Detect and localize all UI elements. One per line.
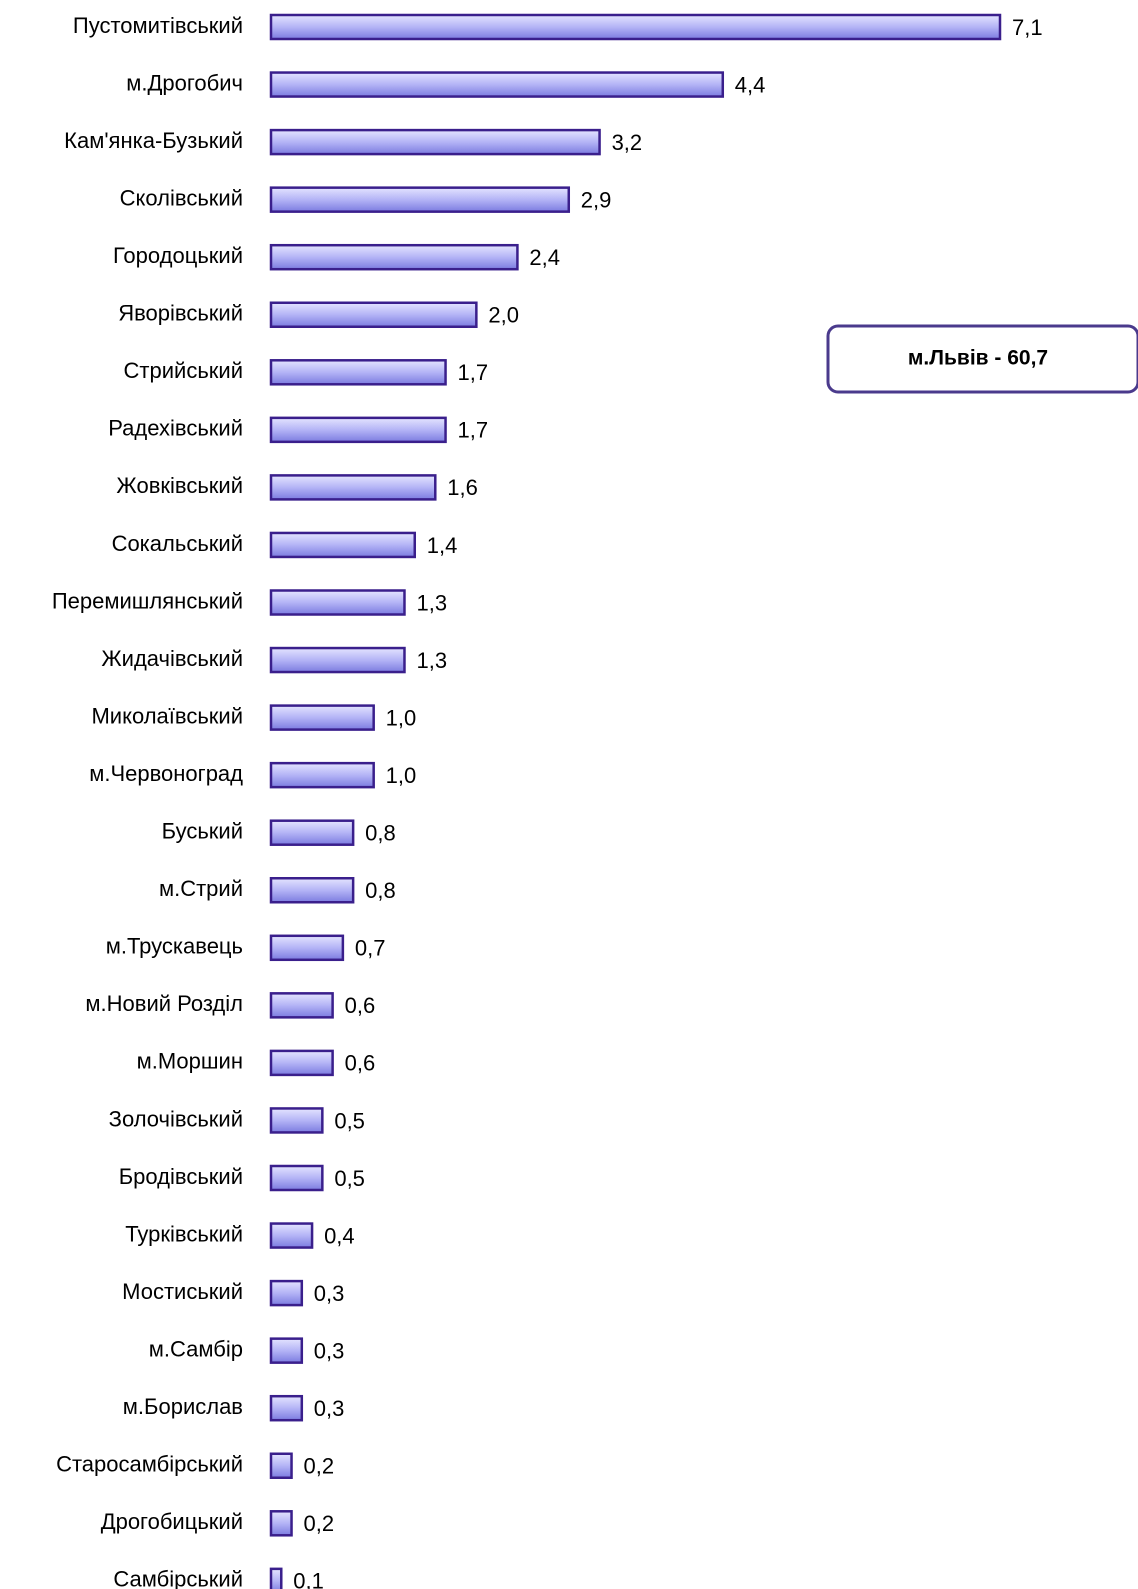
- value-label: 3,2: [612, 130, 643, 155]
- value-label: 2,4: [529, 245, 560, 270]
- category-label: Яворівський: [118, 301, 243, 326]
- value-label: 0,2: [304, 1511, 335, 1536]
- bar: [269, 1049, 334, 1077]
- value-label: 1,0: [386, 705, 417, 730]
- value-label: 1,3: [416, 648, 447, 673]
- bar: [269, 531, 416, 559]
- bar: [269, 877, 355, 904]
- bar: [269, 128, 601, 156]
- bar: [269, 646, 406, 674]
- category-label: м.Стрий: [159, 876, 243, 901]
- category-label: м.Самбір: [149, 1336, 243, 1361]
- annotation: м.Львів - 60,7: [908, 347, 1048, 370]
- value-label: 2,0: [488, 303, 519, 328]
- bar: [269, 704, 375, 731]
- value-label: 0,5: [334, 1108, 365, 1133]
- value-label: 2,9: [581, 187, 612, 212]
- category-label: м.Дрогобич: [126, 70, 243, 95]
- value-label: 7,1: [1012, 15, 1043, 40]
- bar: [269, 1567, 283, 1589]
- category-label: Миколаївський: [91, 703, 243, 728]
- value-label: 0,3: [314, 1396, 345, 1421]
- bar: [269, 71, 725, 98]
- value-label: 0,7: [355, 936, 386, 961]
- bar: [269, 761, 375, 789]
- value-label: 0,1: [293, 1569, 324, 1589]
- bar: [269, 474, 437, 501]
- value-label: 0,2: [304, 1454, 335, 1479]
- bar: [269, 416, 447, 444]
- category-label: м.Новий Розділ: [85, 991, 243, 1016]
- bar: [269, 1222, 314, 1249]
- value-label: 1,4: [427, 533, 458, 558]
- category-label: Жидачівський: [101, 646, 243, 671]
- category-label: Старосамбірський: [56, 1452, 243, 1477]
- value-label: 0,3: [314, 1281, 345, 1306]
- value-label: 0,6: [345, 1051, 376, 1076]
- value-label: 1,7: [458, 418, 489, 443]
- bar: [269, 1337, 304, 1364]
- value-label: 0,8: [365, 878, 396, 903]
- value-label: 0,8: [365, 821, 396, 846]
- value-label: 0,6: [345, 993, 376, 1018]
- category-label: Буський: [162, 819, 243, 844]
- category-label: Стрийський: [124, 358, 243, 383]
- category-label: Жовківський: [116, 473, 243, 498]
- category-label: м.Червоноград: [89, 761, 243, 786]
- value-label: 1,0: [386, 763, 417, 788]
- category-label: м.Борислав: [123, 1394, 243, 1419]
- category-label: м.Моршин: [137, 1049, 243, 1074]
- value-label: 1,7: [458, 360, 489, 385]
- category-label: Сколівський: [120, 185, 243, 210]
- category-label: Золочівський: [109, 1106, 243, 1131]
- category-label: м.Трускавець: [106, 934, 243, 959]
- bar: [269, 934, 345, 962]
- value-label: 4,4: [735, 72, 766, 97]
- bar: [269, 1394, 304, 1422]
- bar: [269, 1452, 293, 1479]
- bar: [269, 243, 519, 271]
- category-label: Городоцький: [113, 243, 243, 268]
- bar: [269, 1107, 324, 1134]
- value-label: 1,3: [416, 590, 447, 615]
- category-label: Сокальський: [112, 531, 243, 556]
- category-label: Турківський: [125, 1221, 243, 1246]
- bar: [269, 819, 355, 846]
- category-label: Кам'янка-Бузький: [64, 128, 243, 153]
- bar: [269, 13, 1002, 41]
- category-label: Бродівський: [119, 1164, 243, 1189]
- category-label: Перемишлянський: [52, 588, 243, 613]
- category-label: Самбірський: [113, 1567, 243, 1589]
- bar: [269, 992, 334, 1019]
- category-label: Пустомитівський: [73, 13, 243, 38]
- annotation-box: [826, 324, 1138, 394]
- bar: [269, 1279, 304, 1307]
- bar: [269, 359, 447, 386]
- bar: [269, 301, 478, 328]
- bar: [269, 1510, 293, 1537]
- category-label: Радехівський: [108, 416, 243, 441]
- value-label: 0,5: [334, 1166, 365, 1191]
- bar: [269, 589, 406, 616]
- value-label: 1,6: [447, 475, 478, 500]
- category-label: Мостиський: [122, 1279, 243, 1304]
- value-label: 0,4: [324, 1223, 355, 1248]
- value-label: 0,3: [314, 1338, 345, 1363]
- bar: [269, 186, 571, 213]
- category-label: Дрогобицький: [101, 1509, 243, 1534]
- bar: [269, 1164, 324, 1192]
